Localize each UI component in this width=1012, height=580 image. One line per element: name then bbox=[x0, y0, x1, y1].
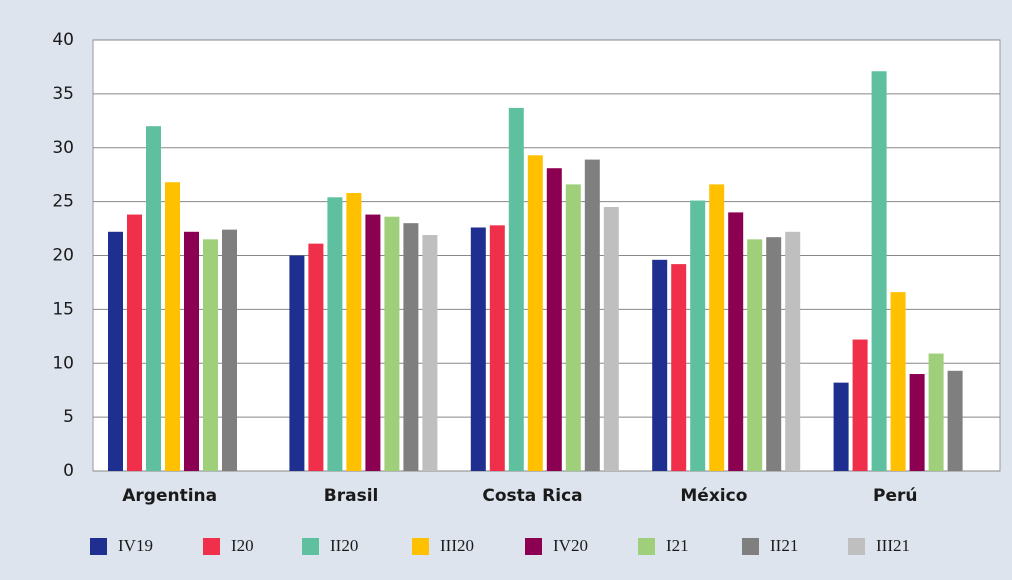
legend-label: I20 bbox=[231, 536, 254, 555]
bar bbox=[871, 71, 887, 471]
bar bbox=[489, 225, 505, 471]
bar bbox=[766, 237, 782, 471]
legend-swatch bbox=[302, 538, 319, 555]
bar bbox=[584, 159, 600, 472]
bar bbox=[603, 207, 619, 471]
y-tick-label: 5 bbox=[63, 407, 74, 427]
bar bbox=[947, 370, 963, 471]
x-tick-label: México bbox=[680, 486, 747, 506]
bar bbox=[146, 126, 161, 471]
legend-swatch bbox=[525, 538, 542, 555]
bar bbox=[289, 255, 305, 471]
legend-label: IV19 bbox=[118, 536, 153, 555]
y-tick-label: 25 bbox=[52, 192, 74, 212]
x-tick-label: Perú bbox=[873, 486, 917, 506]
bar bbox=[184, 231, 199, 471]
y-tick-label: 30 bbox=[52, 138, 74, 158]
bar bbox=[403, 223, 419, 471]
legend-label: II20 bbox=[330, 536, 358, 555]
legend-swatch bbox=[742, 538, 759, 555]
bar bbox=[470, 227, 486, 471]
bar bbox=[527, 155, 543, 472]
bar bbox=[928, 353, 944, 471]
bar bbox=[203, 239, 218, 471]
x-tick-label: Brasil bbox=[324, 486, 379, 506]
bar bbox=[690, 200, 706, 472]
bar bbox=[422, 235, 438, 471]
bar bbox=[222, 229, 237, 471]
legend-label: IV20 bbox=[553, 536, 588, 555]
bar bbox=[346, 193, 362, 471]
x-tick-label: Argentina bbox=[122, 486, 217, 506]
legend-label: II21 bbox=[770, 536, 798, 555]
bar bbox=[108, 231, 123, 471]
bar bbox=[909, 374, 925, 471]
legend-swatch bbox=[848, 538, 865, 555]
bar bbox=[327, 197, 343, 471]
bar bbox=[671, 264, 687, 471]
bar bbox=[785, 231, 801, 471]
bar bbox=[565, 184, 581, 471]
bar bbox=[165, 182, 180, 472]
y-tick-label: 20 bbox=[52, 246, 74, 266]
y-tick-label: 35 bbox=[52, 84, 74, 104]
bar bbox=[747, 239, 763, 471]
legend-label: I21 bbox=[666, 536, 689, 555]
legend-swatch bbox=[90, 538, 107, 555]
y-tick-label: 15 bbox=[52, 299, 74, 319]
x-tick-label: Costa Rica bbox=[482, 486, 582, 506]
bar bbox=[852, 339, 868, 471]
legend-swatch bbox=[638, 538, 655, 555]
bar bbox=[384, 216, 400, 471]
bar bbox=[890, 292, 906, 471]
bar bbox=[652, 259, 668, 471]
legend-swatch bbox=[203, 538, 220, 555]
bar bbox=[833, 382, 849, 471]
bar bbox=[365, 214, 381, 471]
bar bbox=[709, 184, 725, 471]
y-tick-label: 10 bbox=[52, 353, 74, 373]
legend-label: III21 bbox=[876, 536, 910, 555]
bar bbox=[508, 107, 524, 471]
legend-label: III20 bbox=[440, 536, 474, 555]
y-tick-label: 0 bbox=[63, 461, 74, 481]
legend-swatch bbox=[412, 538, 429, 555]
bar bbox=[127, 214, 142, 471]
bar bbox=[728, 212, 744, 471]
bar bbox=[546, 168, 562, 471]
y-tick-label: 40 bbox=[52, 30, 74, 50]
bar bbox=[308, 243, 324, 471]
